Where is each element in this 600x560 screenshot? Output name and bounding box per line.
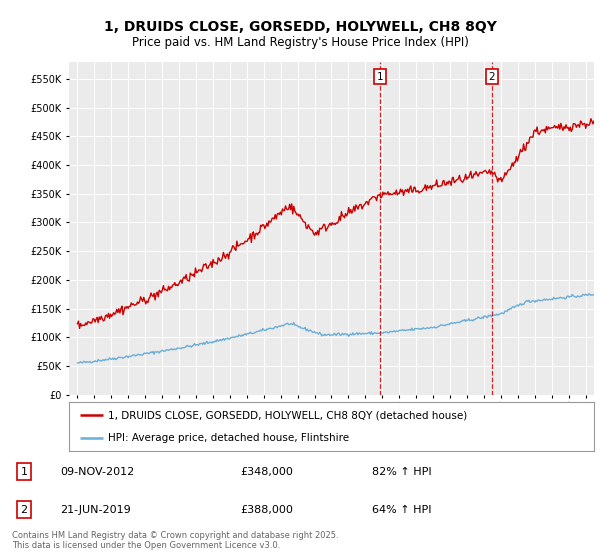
Text: 82% ↑ HPI: 82% ↑ HPI (372, 466, 431, 477)
Text: 1: 1 (20, 466, 28, 477)
Text: 09-NOV-2012: 09-NOV-2012 (60, 466, 134, 477)
Text: 1, DRUIDS CLOSE, GORSEDD, HOLYWELL, CH8 8QY: 1, DRUIDS CLOSE, GORSEDD, HOLYWELL, CH8 … (104, 20, 496, 34)
Text: 1, DRUIDS CLOSE, GORSEDD, HOLYWELL, CH8 8QY (detached house): 1, DRUIDS CLOSE, GORSEDD, HOLYWELL, CH8 … (109, 410, 467, 421)
Text: HPI: Average price, detached house, Flintshire: HPI: Average price, detached house, Flin… (109, 433, 349, 444)
Text: Price paid vs. HM Land Registry's House Price Index (HPI): Price paid vs. HM Land Registry's House … (131, 36, 469, 49)
Text: 64% ↑ HPI: 64% ↑ HPI (372, 505, 431, 515)
Text: Contains HM Land Registry data © Crown copyright and database right 2025.
This d: Contains HM Land Registry data © Crown c… (12, 530, 338, 550)
Text: 2: 2 (20, 505, 28, 515)
Text: 21-JUN-2019: 21-JUN-2019 (60, 505, 131, 515)
Text: £348,000: £348,000 (240, 466, 293, 477)
Text: 2: 2 (488, 72, 495, 82)
Text: 1: 1 (377, 72, 383, 82)
Text: £388,000: £388,000 (240, 505, 293, 515)
